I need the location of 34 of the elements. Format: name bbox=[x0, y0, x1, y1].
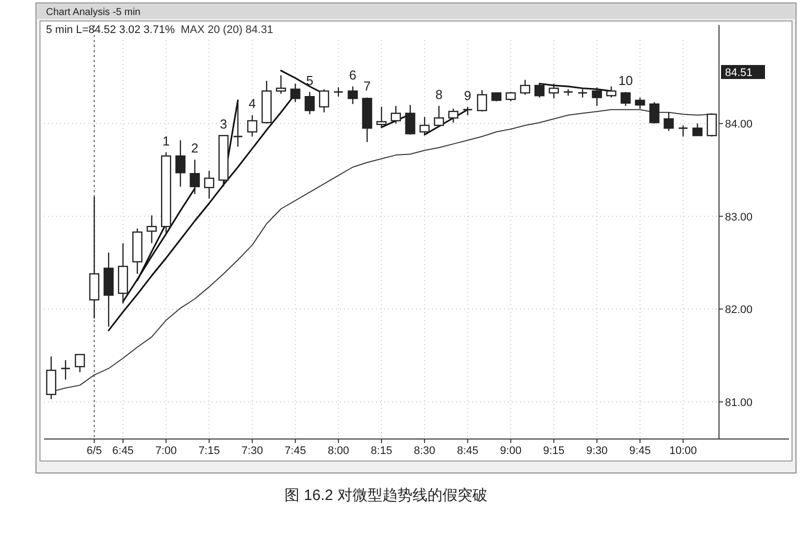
text: 84.51 bbox=[725, 67, 753, 79]
x-tick-label: 10:00 bbox=[669, 445, 697, 457]
x-tick-label: 8:15 bbox=[370, 445, 392, 457]
x-tick-label: 7:45 bbox=[284, 445, 306, 457]
x-tick-label: 9:15 bbox=[543, 445, 565, 457]
text: 8 bbox=[435, 86, 443, 102]
x-tick-label: 9:30 bbox=[586, 445, 608, 457]
x-tick-label: 7:00 bbox=[155, 445, 177, 457]
x-tick-label: 6/5 bbox=[86, 445, 102, 457]
y-tick-label: 82.00 bbox=[725, 304, 753, 316]
x-tick-label: 8:00 bbox=[328, 445, 350, 457]
text: 6 bbox=[349, 67, 356, 82]
x-tick-label: 9:45 bbox=[629, 445, 651, 457]
text: 5 bbox=[306, 72, 314, 88]
text: MAX 20 (20) 84.31 bbox=[180, 24, 274, 36]
x-tick-label: 7:30 bbox=[242, 445, 263, 457]
caption: 图 16.2 对微型趋势线的假突破 bbox=[284, 487, 488, 504]
chart-subtitle: 5 min L=84.52 3.02 3.71% bbox=[46, 24, 175, 36]
text: 7 bbox=[364, 78, 371, 94]
y-tick-label: 84.00 bbox=[725, 118, 753, 131]
text: 2 bbox=[191, 140, 198, 156]
text: 10 bbox=[618, 72, 633, 88]
x-tick-label: 7:15 bbox=[198, 445, 220, 457]
x-tick-label: 9:00 bbox=[500, 445, 522, 457]
x-tick-label: 8:30 bbox=[414, 445, 436, 457]
y-tick-label: 81.00 bbox=[725, 396, 753, 409]
y-tick-label: 83.00 bbox=[725, 211, 753, 224]
x-tick-label: 8:45 bbox=[456, 445, 478, 457]
chart-title: Chart Analysis -5 min bbox=[46, 7, 140, 18]
text: 9 bbox=[464, 88, 472, 103]
text: 1 bbox=[162, 133, 170, 148]
x-tick-label: 6:45 bbox=[112, 445, 134, 457]
text: 3 bbox=[220, 116, 228, 132]
text: 4 bbox=[248, 96, 256, 112]
